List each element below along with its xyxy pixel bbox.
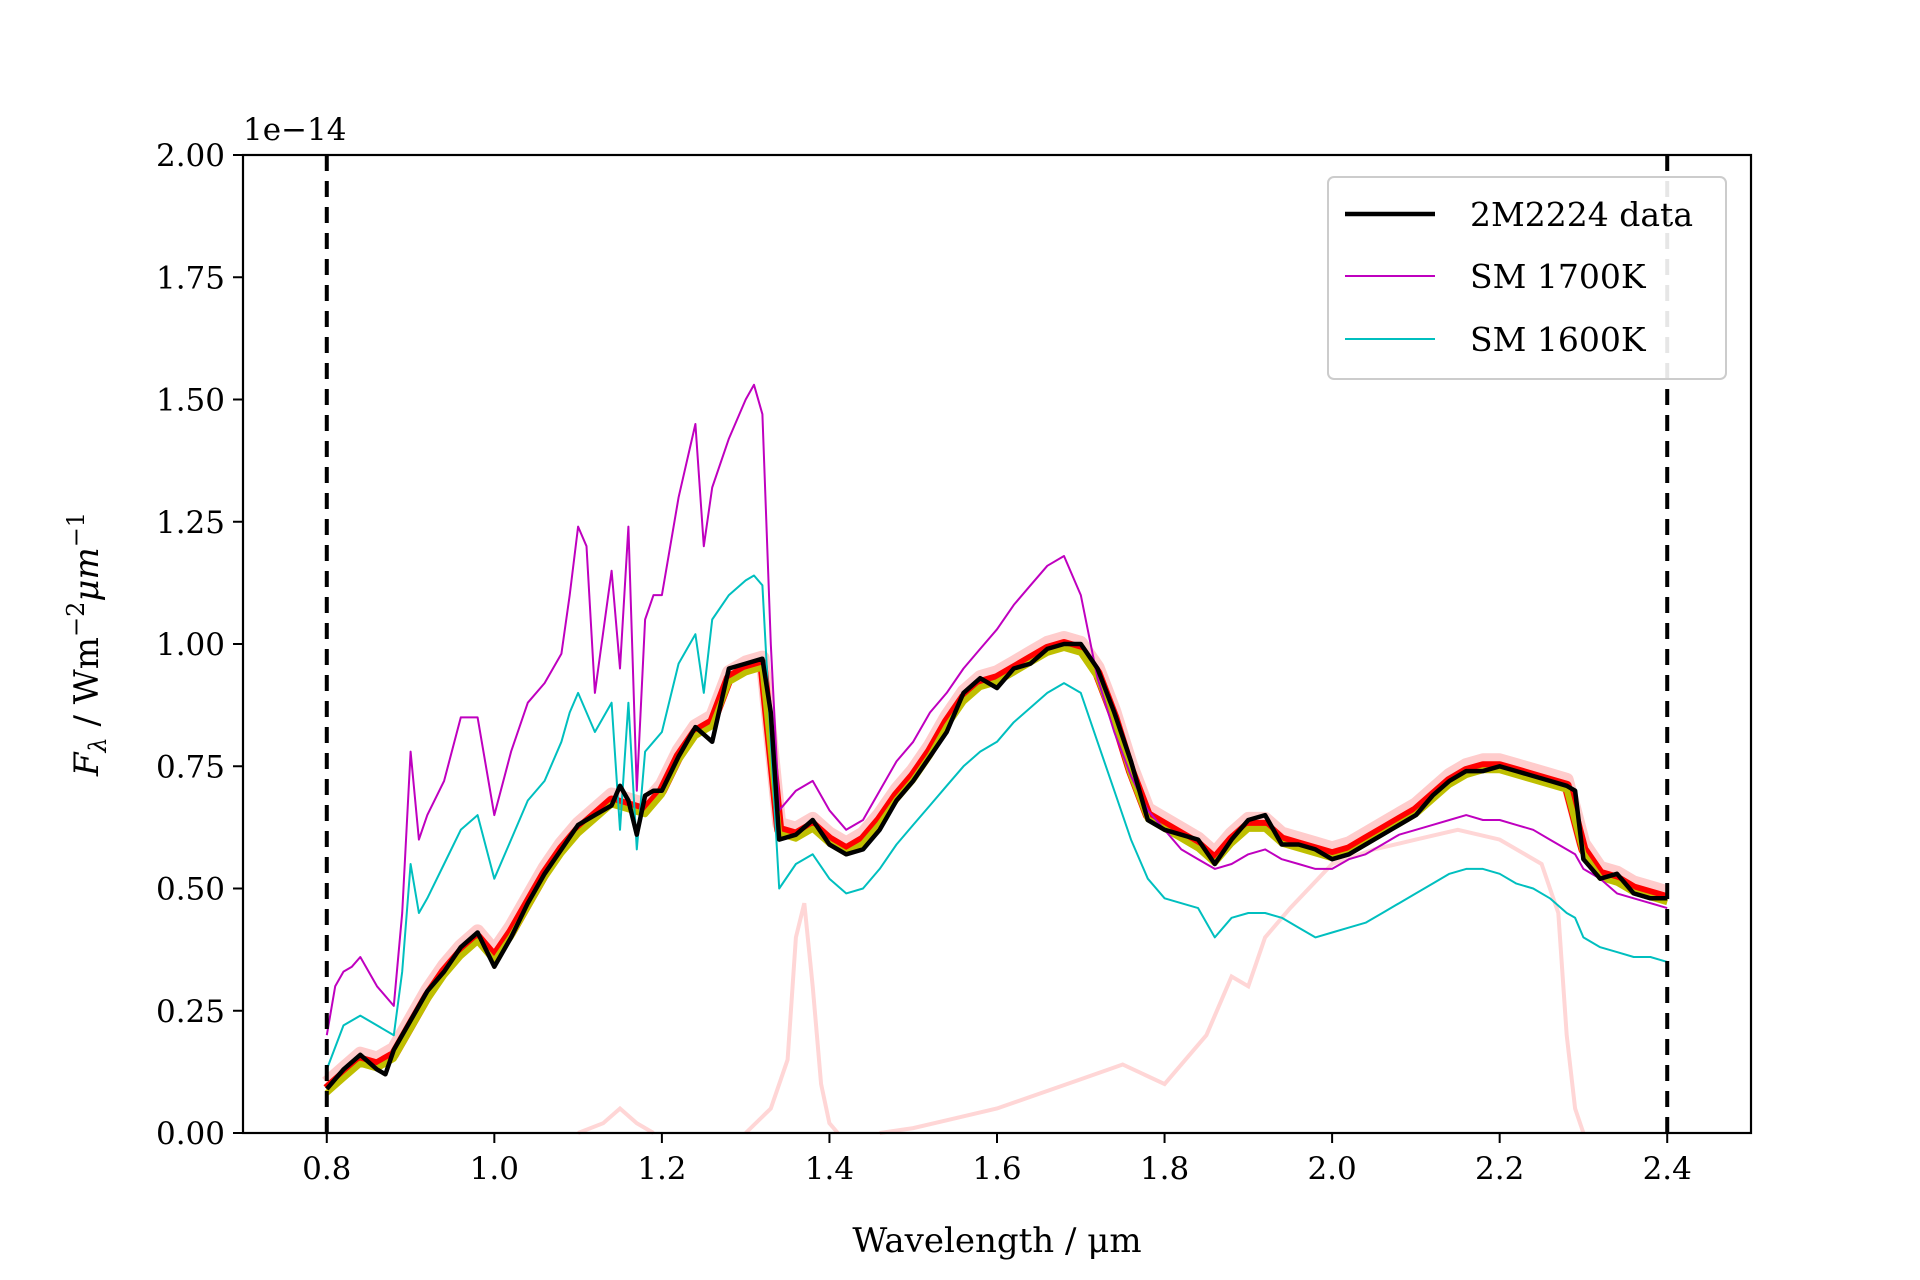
y-tick-label: 0.75 (156, 749, 225, 785)
y-axis: 0.00 0.25 0.50 0.75 1.00 1.25 1.50 1.75 2.00 (156, 138, 243, 1152)
y-tick-label: 2.00 (156, 138, 225, 174)
legend: 2M2224 data SM 1700K SM 1600K (1327, 176, 1727, 380)
series-lines (325, 383, 1668, 1091)
filter-curve-1 (577, 1105, 655, 1135)
x-axis-label: Wavelength / μm (852, 1221, 1141, 1261)
x-tick-label: 2.2 (1475, 1151, 1524, 1187)
x-axis: 0.8 1.0 1.2 1.4 1.6 1.8 2.0 2.2 2.4 (302, 1133, 1692, 1187)
x-tick-label: 0.8 (302, 1151, 351, 1187)
series-line-data (325, 641, 1668, 1091)
y-axis-label: Fλ / Wm−2μm−1 (62, 512, 112, 777)
y-tick-label: 0.25 (156, 994, 225, 1030)
y-tick-label: 1.25 (156, 505, 225, 541)
y-tick-label: 1.50 (156, 383, 225, 419)
x-tick-label: 1.2 (637, 1151, 686, 1187)
series-line-sm1700 (325, 383, 1668, 1036)
x-tick-label: 2.4 (1643, 1151, 1692, 1187)
filter-curves (577, 827, 1586, 1135)
x-tick-label: 1.0 (470, 1151, 519, 1187)
y-tick-label: 0.00 (156, 1116, 225, 1152)
legend-label-sm1600: SM 1600K (1470, 320, 1647, 359)
x-tick-label: 1.4 (805, 1151, 854, 1187)
x-tick-label: 1.8 (1140, 1151, 1189, 1187)
y-tick-label: 1.75 (156, 260, 225, 296)
legend-label-data: 2M2224 data (1470, 195, 1693, 234)
y-tick-label: 0.50 (156, 872, 225, 908)
x-tick-label: 2.0 (1307, 1151, 1356, 1187)
legend-label-sm1700: SM 1700K (1470, 257, 1647, 296)
filter-curve-2 (744, 902, 840, 1135)
x-tick-label: 1.6 (972, 1151, 1021, 1187)
legend-frame (1327, 176, 1727, 380)
axis-offset-text: 1e−14 (243, 112, 347, 148)
series-line-sm1600 (325, 574, 1668, 1070)
best-fit-line (324, 645, 1669, 1096)
y-tick-label: 1.00 (156, 627, 225, 663)
filter-curve-3 (879, 827, 1586, 1135)
